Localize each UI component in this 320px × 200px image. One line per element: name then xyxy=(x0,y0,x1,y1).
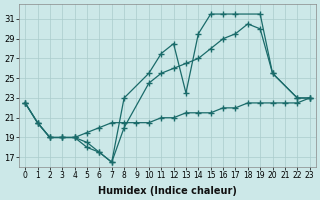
X-axis label: Humidex (Indice chaleur): Humidex (Indice chaleur) xyxy=(98,186,237,196)
